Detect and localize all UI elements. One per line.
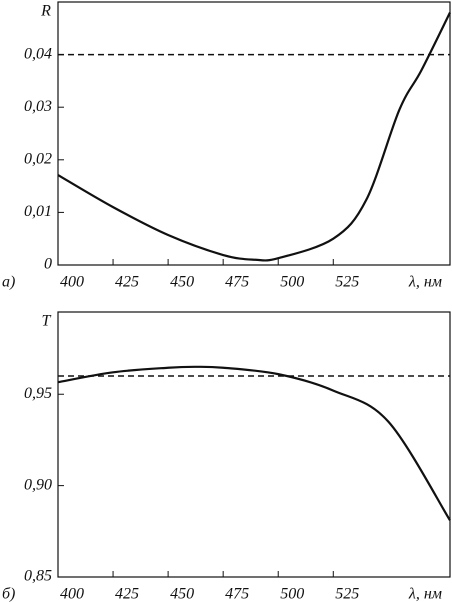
- y-tick-label: 0,95: [24, 385, 52, 402]
- y-tick-label: 0,01: [24, 203, 52, 220]
- y-tick-label: 0,02: [24, 150, 52, 167]
- data-line: [57, 365, 451, 521]
- panel-label: а): [2, 274, 15, 291]
- data-line: [57, 12, 451, 262]
- x-tick-label: 475: [225, 586, 249, 602]
- x-tick-label: 400: [60, 274, 84, 291]
- x-tick-label: 525: [335, 586, 359, 602]
- x-tick-label: 500: [280, 586, 304, 602]
- x-tick-label: 475: [225, 274, 249, 291]
- x-tick-label: 450: [170, 586, 194, 602]
- y-axis-label: R: [40, 3, 51, 20]
- y-tick-label: 0,03: [24, 98, 52, 115]
- plot-frame: [57, 1, 451, 266]
- x-tick-label: 425: [115, 586, 139, 602]
- plot-frame: [57, 311, 451, 578]
- x-axis-label: λ, нм: [408, 586, 442, 602]
- y-axis-label: T: [42, 313, 52, 330]
- x-tick-label: 500: [280, 274, 304, 291]
- panel-label: б): [2, 586, 15, 602]
- x-tick-label: 400: [60, 586, 84, 602]
- y-tick-label: 0,04: [24, 45, 52, 62]
- y-tick-label: 0,90: [24, 476, 52, 493]
- x-axis-label: λ, нм: [408, 274, 442, 291]
- x-tick-label: 425: [115, 274, 139, 291]
- y-tick-label: 0: [44, 256, 52, 273]
- y-tick-label: 0,85: [24, 568, 52, 585]
- x-tick-label: 450: [170, 274, 194, 291]
- x-tick-label: 525: [335, 274, 359, 291]
